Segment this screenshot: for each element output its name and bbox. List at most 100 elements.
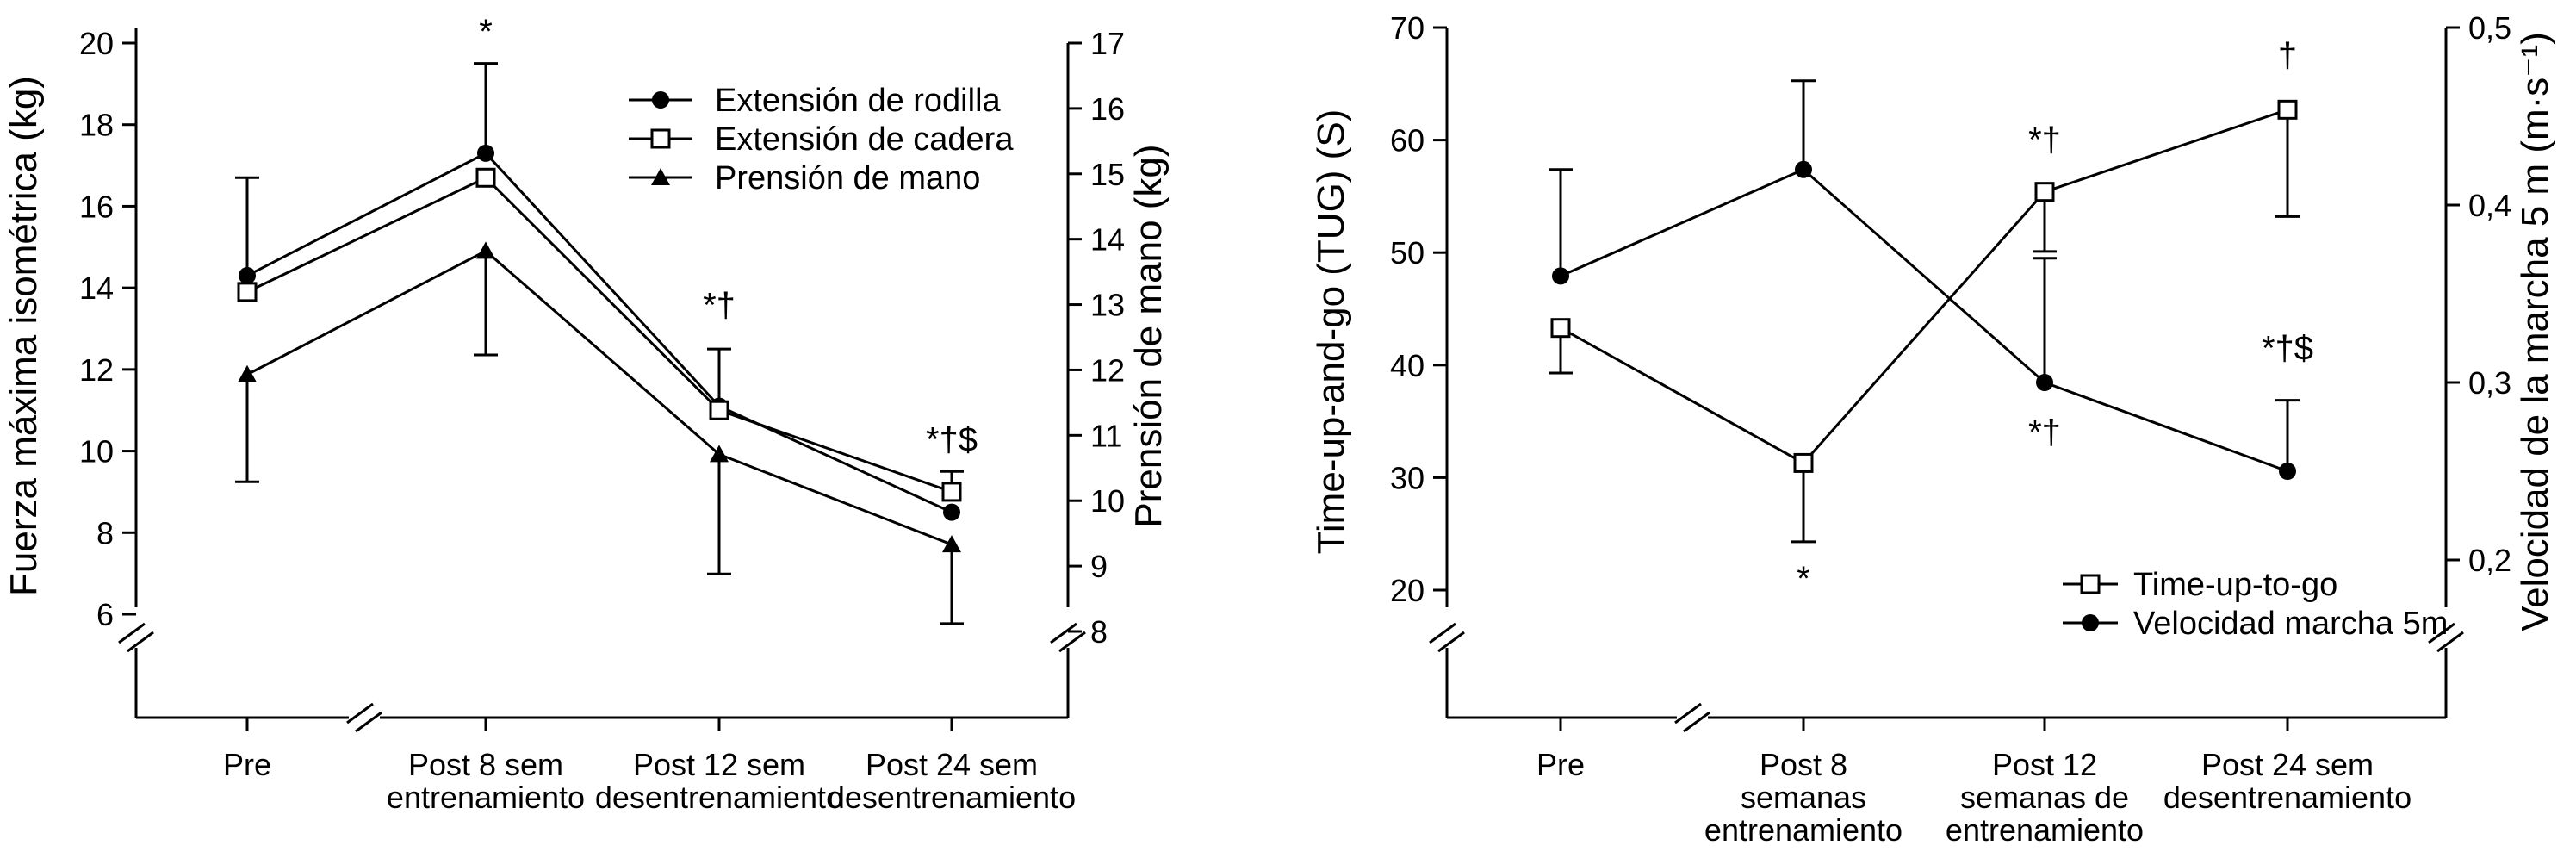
chart1-right-tick-label: 10 <box>1090 483 1125 519</box>
chart2-data-point <box>2036 374 2053 391</box>
chart1-right-axis-break <box>1050 622 1086 653</box>
chart2-legend-marker <box>2082 614 2099 631</box>
chart1-data-point <box>709 400 729 420</box>
chart1-x-axis <box>136 702 1068 733</box>
chart1-y2-axis-title: Prensión de mano (kg) <box>1127 144 1170 527</box>
chart1-data-point <box>476 241 495 259</box>
chart1-legend-label: Extensión de cadera <box>715 121 1014 158</box>
chart1-right-tick-label: 9 <box>1090 549 1108 584</box>
chart1-legend-marker <box>652 91 669 109</box>
chart2-category-label: Post 12 semanas de entrenamiento <box>1946 747 2144 848</box>
chart1-right-tick-label: 17 <box>1090 26 1125 61</box>
chart1-right-tick-label: 11 <box>1090 418 1122 453</box>
chart1-left-tick-label: 14 <box>79 271 114 306</box>
chart2-significance-label: *† <box>2028 414 2061 451</box>
chart2-y2-axis-title: Velocidad de la marcha 5 m (m·s⁻¹) <box>2514 32 2556 631</box>
chart1-panel: 6 8 10 12 14 16 18 20 8 9 10 11 12 13 14 15 16 17 Pre Post … <box>3 13 1170 815</box>
chart1-right-tick-label: 14 <box>1090 222 1125 258</box>
chart1-series-3 <box>235 241 964 625</box>
chart1-series-line <box>246 152 953 513</box>
chart1-data-point <box>710 445 729 463</box>
chart1-legend-item: Extensión de cadera <box>629 121 1014 158</box>
chart1-significance-label: *†$ <box>926 421 978 459</box>
chart1-left-tick-label: 6 <box>96 597 114 632</box>
chart2-left-tick-label: 40 <box>1390 348 1425 383</box>
chart1-left-tick-label: 18 <box>79 108 114 143</box>
chart2-significance-label: *† <box>2028 121 2061 159</box>
chart2-left-tick-label: 30 <box>1390 460 1425 495</box>
chart2-legend-item: Velocidad marcha 5m <box>2063 606 2448 642</box>
chart2-data-point <box>2277 99 2298 120</box>
chart2-series-2 <box>1549 79 2300 480</box>
chart2-series-line <box>1560 108 2288 465</box>
chart2-legend-item: Time-up-to-go <box>2063 567 2337 603</box>
chart2-category-label: Pre <box>1536 747 1585 782</box>
chart1-series-2 <box>237 167 964 502</box>
chart1-category-label: Post 12 sem desentrenamiento <box>595 747 843 815</box>
chart1-left-tick-label: 20 <box>79 26 114 61</box>
chart2-left-axis: 20 30 40 50 60 70 <box>1390 10 1465 718</box>
chart2-right-axis: 0,2 0,3 0,4 0,5 <box>2428 10 2511 718</box>
chart2-data-point <box>2034 182 2055 202</box>
chart1-right-axis: 8 9 10 11 12 13 14 15 16 17 <box>1050 26 1125 718</box>
chart2-right-tick-label: 0,5 <box>2468 10 2511 46</box>
chart2-data-point <box>1793 452 1814 473</box>
chart2-left-tick-label: 20 <box>1390 573 1425 608</box>
chart1-left-tick-label: 8 <box>96 515 114 550</box>
chart1-data-point <box>239 266 256 284</box>
chart1-y-axis-title: Fuerza máxima isométrica (kg) <box>3 76 45 596</box>
chart2-panel: 20 30 40 50 60 70 0,2 0,3 0,4 0,5 Pre Post 8 semanas… <box>1310 10 2556 848</box>
chart2-category-label: Post 8 semanas entrenamiento <box>1704 747 1903 848</box>
chart2-legend-label: Time-up-to-go <box>2133 567 2337 603</box>
chart2-left-tick-label: 50 <box>1390 235 1425 271</box>
chart1-legend-label: Prensión de mano <box>715 160 980 196</box>
chart1-data-point <box>941 482 962 502</box>
chart1-data-point <box>237 282 258 302</box>
chart2-data-point <box>1550 318 1571 339</box>
chart2-category-label: Post 24 sem desentrenamiento <box>2163 747 2412 815</box>
chart2-legend-label: Velocidad marcha 5m <box>2133 606 2448 642</box>
chart2-right-axis-break <box>2428 622 2464 653</box>
chart2-right-tick-label: 0,4 <box>2468 188 2511 223</box>
chart1-left-tick-label: 16 <box>79 189 114 224</box>
chart1-legend-item: Prensión de mano <box>629 160 980 196</box>
chart2-data-point <box>1552 267 1569 285</box>
chart1-right-tick-label: 12 <box>1090 352 1125 388</box>
chart1-significance-label: *† <box>703 286 736 324</box>
chart2-left-tick-label: 60 <box>1390 123 1425 159</box>
chart1-data-point <box>942 535 961 553</box>
chart1-left-axis: 6 8 10 12 14 16 18 20 <box>79 26 154 718</box>
chart1-series-line <box>246 249 953 546</box>
chart2-significance-label: * <box>1797 560 1810 598</box>
chart1-data-point <box>238 364 257 382</box>
chart1-category-label: Post 24 sem desentrenamiento <box>828 747 1076 815</box>
chart1-x-axis-break <box>346 702 382 733</box>
chart1-legend-item: Extensión de rodilla <box>629 83 1002 119</box>
chart2-series-line <box>1560 168 2288 473</box>
chart2-series-1 <box>1549 99 2300 544</box>
chart1-series-line <box>246 176 953 494</box>
chart1-left-tick-label: 10 <box>79 434 114 470</box>
chart1-legend-marker <box>650 128 671 149</box>
chart2-data-point <box>2279 463 2296 480</box>
chart1-data-point <box>475 167 496 188</box>
chart1-data-point <box>943 503 960 521</box>
chart1-right-tick-label: 16 <box>1090 91 1125 127</box>
chart1-right-tick-label: 13 <box>1090 288 1125 323</box>
chart1-data-point <box>477 144 494 162</box>
chart2-right-tick-label: 0,2 <box>2468 543 2511 578</box>
chart2-x-axis <box>1447 702 2446 733</box>
chart1-left-axis-break <box>118 622 154 653</box>
chart1-significance-label: * <box>479 13 493 51</box>
chart2-right-tick-label: 0,3 <box>2468 365 2511 401</box>
chart1-left-tick-label: 12 <box>79 352 114 388</box>
chart2-legend-marker <box>2080 574 2101 594</box>
chart1-legend-marker <box>651 168 670 185</box>
chart2-significance-label: † <box>2278 37 2297 75</box>
chart2-left-tick-label: 70 <box>1390 10 1425 46</box>
chart2-left-axis-break <box>1429 622 1465 653</box>
chart1-right-tick-label: 15 <box>1090 157 1125 192</box>
chart1-category-label: Pre <box>223 747 271 782</box>
